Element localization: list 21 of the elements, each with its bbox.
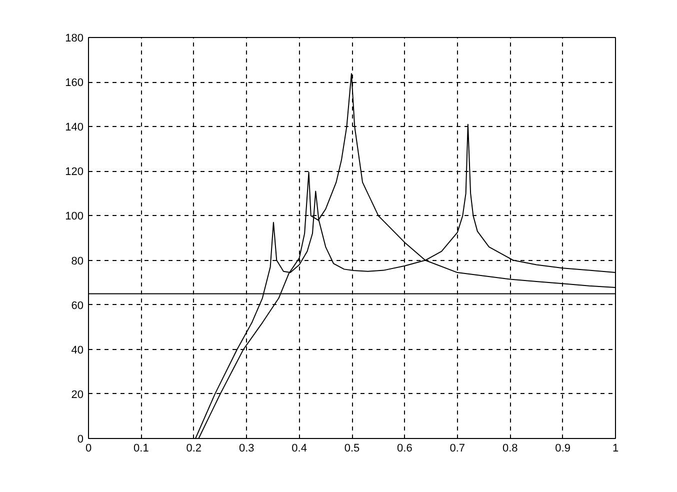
y-tick-label: 20 bbox=[71, 388, 84, 401]
y-tick-label: 100 bbox=[65, 210, 84, 223]
x-tick-label: 0.8 bbox=[502, 442, 518, 454]
x-tick-label: 1 bbox=[612, 442, 619, 454]
y-tick-label: 80 bbox=[71, 255, 84, 268]
x-tick-label: 0.4 bbox=[292, 442, 307, 454]
x-tick-label: 0.3 bbox=[238, 442, 254, 454]
y-tick-label: 40 bbox=[71, 344, 84, 356]
y-tick-label: 60 bbox=[71, 300, 84, 312]
y-tick-label: 160 bbox=[65, 77, 84, 90]
y-tick-label: 140 bbox=[65, 122, 84, 134]
x-tick-label: 0 bbox=[85, 442, 92, 454]
x-tick-label: 0.2 bbox=[186, 442, 202, 454]
y-tick-label: 180 bbox=[65, 32, 84, 44]
x-tick-label: 0.1 bbox=[134, 442, 149, 454]
x-tick-label: 0.5 bbox=[344, 442, 360, 454]
y-tick-label: 120 bbox=[65, 166, 84, 178]
y-tick-label: 0 bbox=[77, 434, 84, 446]
x-tick-label: 0.7 bbox=[450, 442, 466, 454]
x-tick-label: 0.6 bbox=[397, 442, 412, 454]
x-tick-label: 0.9 bbox=[555, 442, 570, 454]
